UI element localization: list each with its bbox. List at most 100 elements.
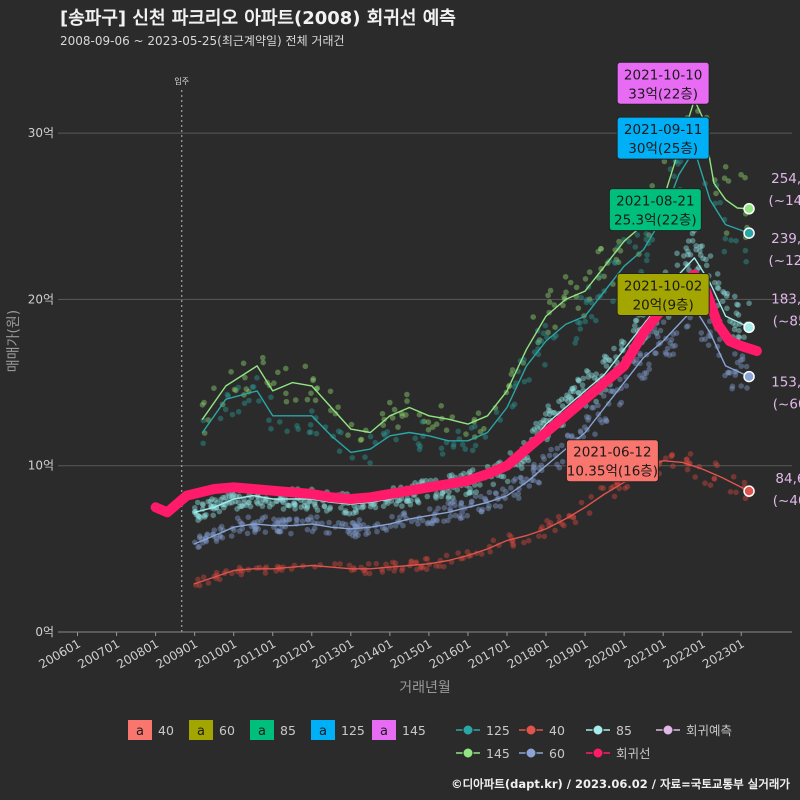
scatter-point [575, 376, 581, 383]
scatter-point [610, 388, 617, 395]
x-tick-label: 201901 [544, 636, 591, 671]
scatter-point [308, 429, 314, 435]
scatter-point [742, 247, 749, 254]
scatter-point [729, 383, 736, 390]
scatter-point [518, 475, 524, 481]
scatter-point [521, 458, 527, 464]
scatter-point [304, 504, 311, 511]
scatter-point [433, 563, 439, 569]
scatter-point [732, 351, 738, 357]
end-label-145: 254,500 (~145㎡) [743, 171, 800, 215]
scatter-point [583, 414, 590, 420]
scatter-point [352, 507, 359, 513]
scatter-point [266, 499, 272, 505]
scatter-point [602, 357, 608, 364]
scatter-point [198, 515, 204, 521]
scatter-point [312, 503, 319, 510]
scatter-point [294, 517, 300, 523]
scatter-point [717, 199, 724, 206]
scatter-point [218, 496, 224, 503]
end-value: 239,900 [771, 231, 800, 247]
scatter-point [196, 513, 203, 520]
scatter-point [478, 508, 485, 515]
legend-box-item-125: a 125 [311, 720, 365, 740]
scatter-point [531, 471, 538, 477]
scatter-point [408, 559, 415, 565]
scatter-point [458, 503, 464, 509]
scatter-point [632, 322, 638, 329]
scatter-point [455, 428, 462, 435]
scatter-point [419, 517, 426, 524]
scatter-point [466, 490, 472, 497]
scatter-point [641, 370, 648, 376]
scatter-point [732, 293, 738, 300]
scatter-point [199, 402, 206, 408]
scatter-point [585, 369, 591, 375]
scatter-point [509, 403, 516, 410]
scatter-point [195, 544, 201, 550]
scatter-point [399, 413, 406, 419]
scatter-point [259, 503, 266, 509]
scatter-point [427, 506, 433, 512]
scatter-point [250, 384, 257, 390]
y-tick-label: 20억 [28, 292, 54, 306]
scatter-point [423, 566, 430, 573]
scatter-point [582, 276, 589, 282]
scatter-point [401, 510, 408, 516]
legend-line-item-2: 85 [586, 723, 632, 738]
scatter-point [414, 497, 420, 503]
scatter-point [216, 508, 223, 515]
scatter-point [312, 499, 318, 506]
scatter-point [399, 503, 405, 509]
scatter-point [286, 516, 292, 523]
legend-swatch [189, 720, 213, 740]
scatter-point [432, 493, 439, 499]
scatter-point [346, 511, 353, 517]
scatter-point [720, 289, 726, 295]
scatter-point [724, 290, 731, 297]
scatter-point [598, 246, 604, 252]
scatter-point [613, 256, 620, 263]
scatter-point [670, 463, 676, 470]
scatter-point [446, 489, 452, 495]
scatter-point [746, 300, 752, 307]
scatter-point [214, 499, 220, 506]
scatter-point [529, 428, 536, 434]
scatter-point [274, 528, 281, 535]
x-tick-label: 201201 [271, 636, 318, 671]
scatter-point [610, 298, 616, 305]
scatter-point [646, 361, 652, 368]
scatter-point [512, 476, 519, 482]
scatter-point [314, 514, 320, 520]
scatter-point [294, 423, 300, 429]
scatter-point [713, 190, 719, 197]
scatter-point [541, 533, 548, 540]
scatter-point [246, 499, 252, 505]
scatter-point [284, 428, 290, 435]
scatter-point [585, 374, 592, 380]
scatter-point [469, 467, 476, 473]
scatter-point [597, 417, 603, 423]
scatter-point [632, 360, 639, 367]
scatter-point [580, 375, 587, 382]
scatter-point [445, 493, 452, 500]
scatter-point [478, 493, 484, 500]
scatter-point [510, 541, 516, 548]
scatter-point [739, 356, 746, 363]
scatter-point [439, 490, 446, 497]
scatter-point [643, 236, 649, 243]
scatter-point [531, 426, 537, 432]
scatter-point [554, 461, 560, 468]
scatter-point [308, 514, 314, 520]
legend-marker [462, 724, 474, 736]
scatter-point [732, 372, 739, 378]
scatter-point [607, 357, 613, 364]
scatter-point [352, 533, 359, 540]
scatter-point [742, 495, 749, 502]
scatter-point [327, 506, 333, 512]
scatter-point [302, 363, 309, 370]
scatter-point [685, 323, 691, 329]
end-value: 254,500 [771, 171, 800, 187]
scatter-point [308, 517, 315, 523]
scatter-point [443, 427, 450, 434]
